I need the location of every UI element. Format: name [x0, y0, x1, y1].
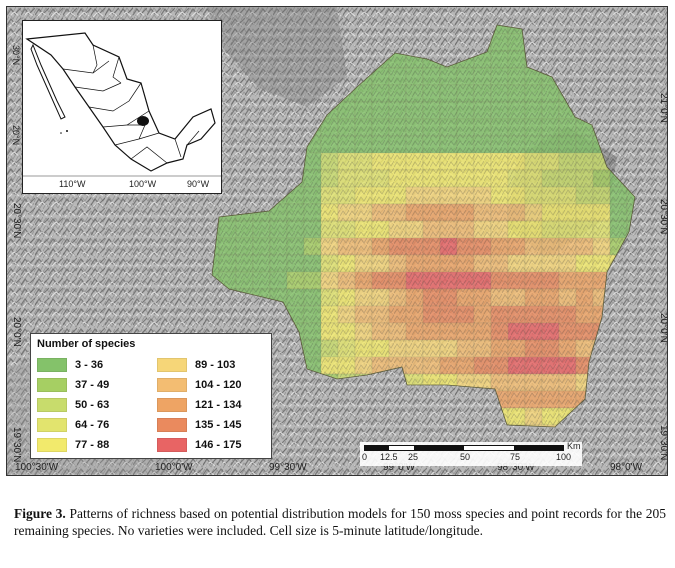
- scale-label: 25: [408, 452, 419, 462]
- inset-x-tick: 90°W: [187, 179, 210, 189]
- legend-label: 135 - 145: [195, 419, 242, 431]
- legend-swatch: [157, 358, 187, 372]
- figure-caption: Figure 3. Patterns of richness based on …: [14, 505, 666, 539]
- legend-swatch: [157, 438, 187, 452]
- x-tick: 99°0'W: [383, 462, 416, 473]
- legend-label: 37 - 49: [75, 379, 110, 391]
- scale-label: 50: [460, 452, 471, 462]
- mexico-inset-map: 110°W 100°W 90°W 30°N 20°N: [11, 20, 222, 194]
- legend-swatch: [37, 418, 67, 432]
- legend-item: 64 - 76: [37, 418, 109, 432]
- x-tick: 98°0'W: [610, 462, 643, 473]
- legend-swatch: [37, 378, 67, 392]
- legend-label: 89 - 103: [195, 359, 236, 371]
- inset-y-tick: 30°N: [11, 45, 21, 66]
- x-tick: 100°0'W: [155, 462, 193, 473]
- inset-y-tick: 20°N: [11, 125, 21, 146]
- legend-item: 50 - 63: [37, 398, 109, 412]
- legend-item: 37 - 49: [37, 378, 109, 392]
- scale-label: 0: [362, 452, 368, 462]
- legend-item: 89 - 103: [157, 358, 235, 372]
- legend-swatch: [157, 398, 187, 412]
- caption-label: Figure 3.: [14, 506, 66, 521]
- y-tick: 20°0'N: [658, 313, 668, 343]
- scale-label: 75: [510, 452, 521, 462]
- legend-item: 3 - 36: [37, 358, 103, 372]
- inset-canvas: [23, 32, 221, 177]
- legend-item: 121 - 134: [157, 398, 241, 412]
- legend-item: 135 - 145: [157, 418, 241, 432]
- caption-text: Patterns of richness based on potential …: [14, 506, 667, 538]
- legend-label: 121 - 134: [195, 399, 242, 411]
- legend-swatch: [37, 398, 67, 412]
- legend-item: 146 - 175: [157, 438, 241, 452]
- y-tick: 21°0'N: [658, 93, 668, 123]
- legend-label: 77 - 88: [75, 439, 110, 451]
- y-tick: 19°30'N: [658, 425, 668, 461]
- legend-label: 3 - 36: [75, 359, 104, 371]
- legend-title: Number of species: [37, 338, 136, 350]
- legend-swatch: [157, 418, 187, 432]
- x-tick: 99°30'W: [269, 462, 307, 473]
- legend-label: 50 - 63: [75, 399, 110, 411]
- legend-label: 64 - 76: [75, 419, 110, 431]
- legend: Number of species 3 - 36 37 - 49 50 - 63 64…: [30, 333, 272, 459]
- legend-label: 104 - 120: [195, 379, 242, 391]
- scale-bar: Km 0 12.5 25 50 75 100: [360, 440, 582, 466]
- legend-swatch: [37, 438, 67, 452]
- legend-swatch: [37, 358, 67, 372]
- scale-label: 100: [556, 452, 572, 462]
- y-tick: 20°30'N: [11, 203, 22, 239]
- study-area-marker: [137, 116, 149, 126]
- y-tick: 19°30'N: [11, 427, 22, 463]
- x-tick: 100°30'W: [15, 462, 59, 473]
- scale-label: 12.5: [380, 452, 398, 462]
- inset-x-tick: 100°W: [129, 179, 157, 189]
- legend-item: 104 - 120: [157, 378, 241, 392]
- legend-label: 146 - 175: [195, 439, 242, 451]
- y-tick: 20°30'N: [658, 199, 668, 235]
- x-tick: 98°30'W: [497, 462, 535, 473]
- inset-x-tick: 110°W: [59, 179, 86, 189]
- legend-swatch: [157, 378, 187, 392]
- legend-item: 77 - 88: [37, 438, 109, 452]
- y-tick: 20°0'N: [11, 317, 22, 347]
- scale-unit: Km: [567, 441, 581, 451]
